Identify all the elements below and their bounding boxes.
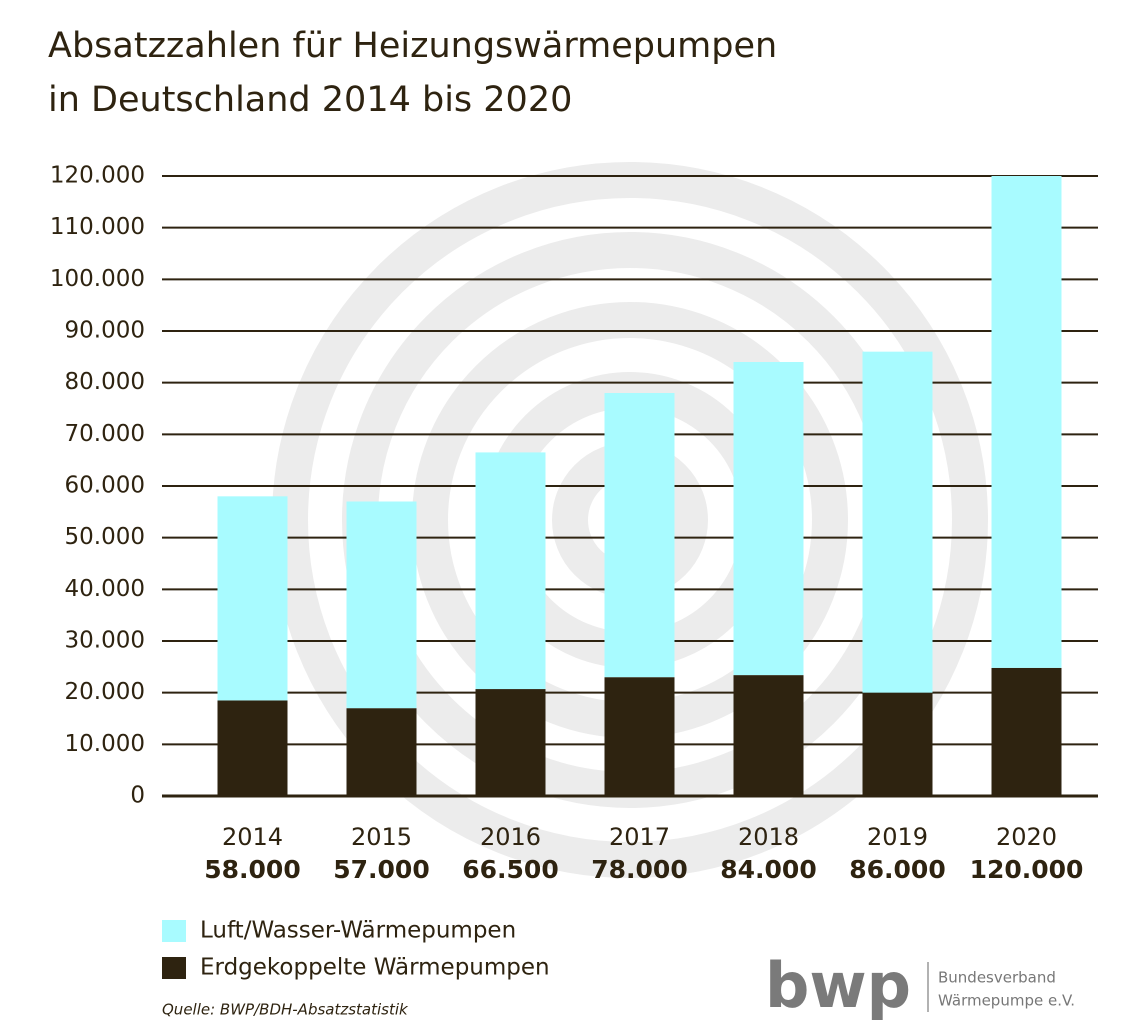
total-label: 78.000 <box>591 855 687 884</box>
logo-mark: bwp <box>765 949 911 1022</box>
y-tick-label: 30.000 <box>65 628 145 654</box>
x-tick-label: 2017 <box>609 823 670 851</box>
total-label: 84.000 <box>720 855 816 884</box>
bar-segment <box>346 501 417 709</box>
y-tick-label: 60.000 <box>65 473 145 499</box>
bar-segment <box>475 452 546 690</box>
y-tick-label: 120.000 <box>50 163 145 189</box>
total-label: 57.000 <box>333 855 429 884</box>
total-label: 86.000 <box>849 855 945 884</box>
legend-swatch <box>162 957 186 979</box>
y-tick-label: 100.000 <box>50 266 145 292</box>
y-tick-label: 40.000 <box>65 576 145 602</box>
y-tick-label: 50.000 <box>65 524 145 550</box>
bar-segment <box>733 675 804 796</box>
bar-segment <box>862 351 933 693</box>
chart-title: Absatzzahlen für Heizungswärmepumpen <box>48 26 777 66</box>
y-tick-label: 10.000 <box>65 731 145 757</box>
bar-segment <box>346 708 417 796</box>
source: Quelle: BWP/BDH-Absatzstatistik <box>162 1001 409 1019</box>
bar-segment <box>217 496 288 701</box>
x-tick-label: 2014 <box>222 823 283 851</box>
legend-label: Luft/Wasser-Wärmepumpen <box>200 918 516 944</box>
bar-segment <box>604 677 675 796</box>
y-tick-label: 0 <box>130 783 145 809</box>
x-tick-label: 2015 <box>351 823 412 851</box>
bar-segment <box>733 362 804 676</box>
total-label: 58.000 <box>204 855 300 884</box>
chart-title: in Deutschland 2014 bis 2020 <box>48 80 572 120</box>
x-tick-label: 2018 <box>738 823 799 851</box>
bar-segment <box>475 689 546 796</box>
legend-label: Erdgekoppelte Wärmepumpen <box>200 955 550 981</box>
y-tick-label: 70.000 <box>65 421 145 447</box>
bar-segment <box>604 393 675 678</box>
y-tick-label: 90.000 <box>65 318 145 344</box>
total-label: 66.500 <box>462 855 558 884</box>
x-tick-label: 2019 <box>867 823 928 851</box>
bar-segment <box>991 176 1062 668</box>
y-tick-label: 80.000 <box>65 369 145 395</box>
bar-segment <box>991 667 1062 796</box>
y-tick-label: 110.000 <box>50 214 145 240</box>
x-tick-label: 2016 <box>480 823 541 851</box>
total-label: 120.000 <box>970 855 1084 884</box>
x-tick-label: 2020 <box>996 823 1057 851</box>
logo-text: Wärmepumpe e.V. <box>938 992 1075 1010</box>
bar-segment <box>217 700 288 796</box>
bar-segment <box>862 692 933 796</box>
logo-text: Bundesverband <box>938 969 1056 987</box>
y-tick-label: 20.000 <box>65 679 145 705</box>
legend-swatch <box>162 920 186 942</box>
